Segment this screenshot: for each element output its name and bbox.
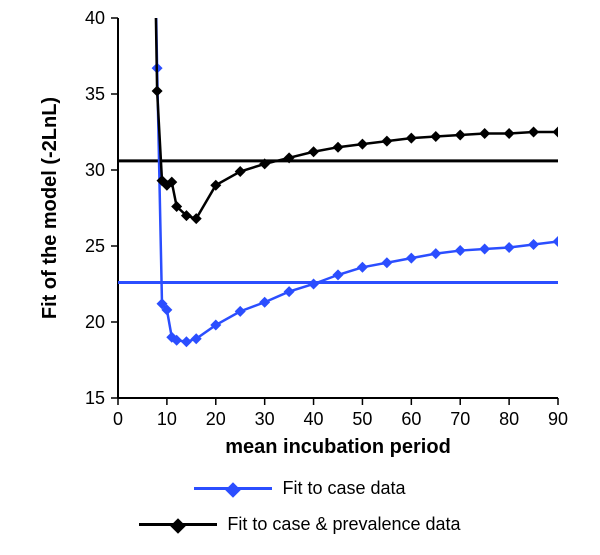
legend-swatch-case — [194, 487, 272, 490]
svg-text:40: 40 — [304, 409, 324, 429]
svg-text:20: 20 — [206, 409, 226, 429]
svg-text:70: 70 — [450, 409, 470, 429]
svg-text:35: 35 — [85, 84, 105, 104]
legend-swatch-case-prevalence — [139, 523, 217, 526]
svg-text:40: 40 — [85, 8, 105, 28]
diamond-icon — [171, 518, 187, 534]
chart-container: 0 10 20 30 40 50 60 70 80 90 15 20 25 30 35 40 mean incu… — [0, 0, 600, 555]
svg-text:30: 30 — [255, 409, 275, 429]
svg-text:10: 10 — [157, 409, 177, 429]
legend-label-case: Fit to case data — [282, 478, 405, 499]
legend-row-case-prevalence: Fit to case & prevalence data — [0, 513, 600, 535]
svg-text:0: 0 — [113, 409, 123, 429]
svg-text:30: 30 — [85, 160, 105, 180]
svg-text:25: 25 — [85, 236, 105, 256]
legend-row-case: Fit to case data — [0, 477, 600, 499]
svg-text:15: 15 — [85, 388, 105, 408]
svg-text:20: 20 — [85, 312, 105, 332]
svg-text:Fit of the model (-2LnL): Fit of the model (-2LnL) — [39, 97, 61, 319]
svg-text:60: 60 — [401, 409, 421, 429]
svg-text:90: 90 — [548, 409, 568, 429]
line-chart: 0 10 20 30 40 50 60 70 80 90 15 20 25 30 35 40 mean incu… — [0, 0, 600, 460]
svg-text:mean incubation period: mean incubation period — [225, 436, 451, 458]
svg-text:80: 80 — [499, 409, 519, 429]
legend-label-case-prevalence: Fit to case & prevalence data — [227, 514, 460, 535]
diamond-icon — [226, 482, 242, 498]
svg-text:50: 50 — [352, 409, 372, 429]
